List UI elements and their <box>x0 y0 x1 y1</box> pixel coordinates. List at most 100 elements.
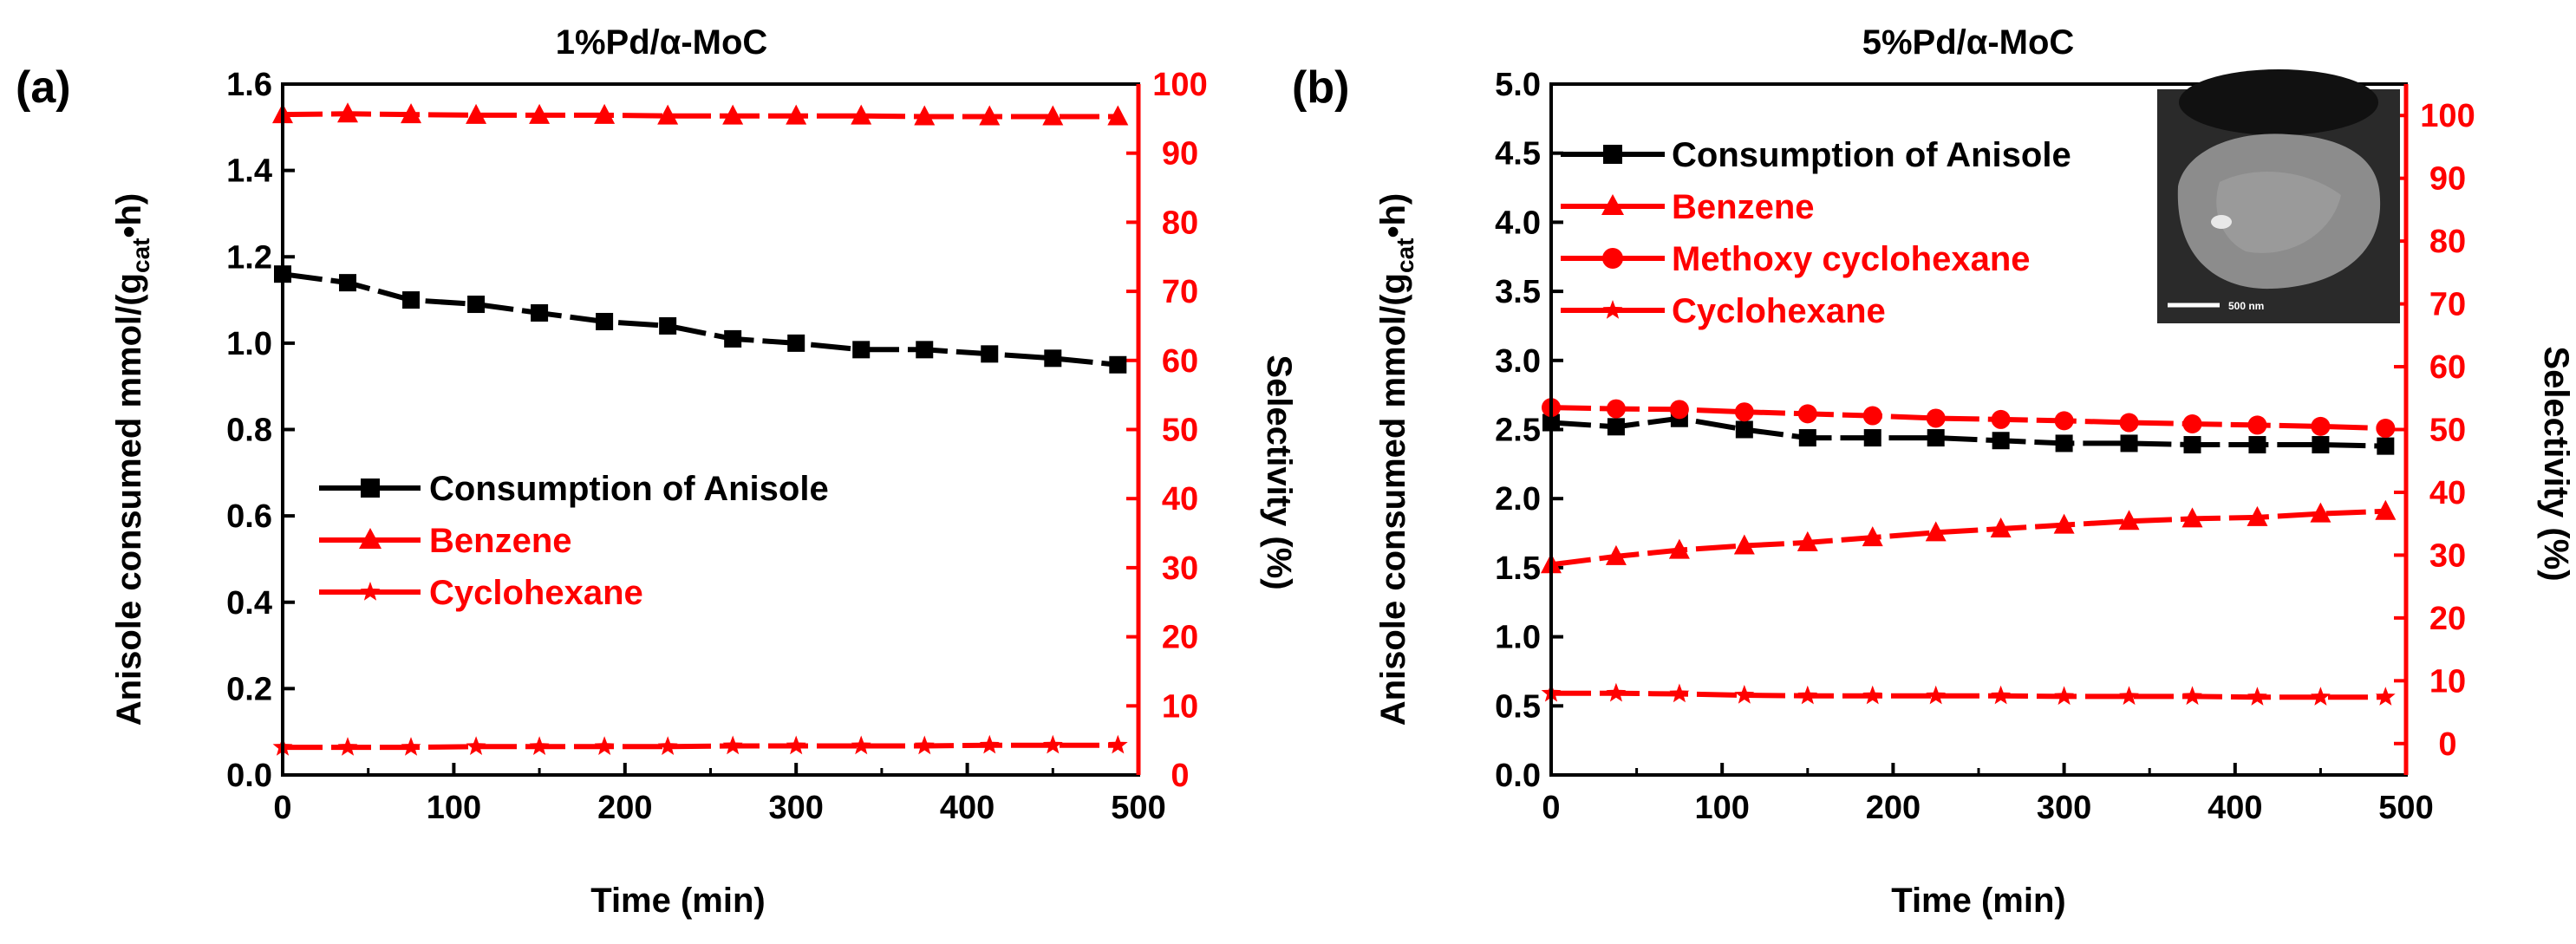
data-point-consumption-of-anisole-a <box>787 334 805 352</box>
x-tick-label-a: 500 <box>1111 790 1165 826</box>
right-axis-label-b: Selectivity (%) <box>2537 346 2575 581</box>
data-point-consumption-of-anisole-b <box>1992 432 2010 450</box>
data-point-cyclohexane-a <box>914 735 935 755</box>
x-axis-label-a: Time (min) <box>590 882 766 920</box>
x-tick-label-a: 300 <box>768 790 823 826</box>
data-point-cyclohexane-b <box>1797 685 1818 705</box>
data-point-consumption-of-anisole-b <box>2055 434 2073 452</box>
data-point-methoxy-cyclohexane-b <box>1734 402 1754 422</box>
data-point-cyclohexane-a <box>466 736 486 755</box>
legend-entry-benzene-a: Benzene <box>319 522 572 560</box>
data-point-consumption-of-anisole-b <box>1798 429 1816 447</box>
data-point-benzene-a <box>529 103 551 124</box>
series-line-consumption-of-anisole-b <box>1550 415 2386 449</box>
data-point-consumption-of-anisole-a <box>852 341 871 359</box>
panel-label-b: (b) <box>1292 62 1349 113</box>
tick-group-a: 0 100 200 300 400 5000.00.20.40.60.81.01.21.4… <box>226 67 1208 826</box>
data-point-benzene-b <box>1668 538 1690 559</box>
data-point-benzene-b <box>2247 505 2268 526</box>
data-point-methoxy-cyclohexane-b <box>1926 408 1946 428</box>
data-point-cyclohexane-b <box>2119 686 2139 706</box>
y-left-tick-label-b: 4.0 <box>1495 205 1541 241</box>
legend-label-methoxy-b: Methoxy cyclohexane <box>1672 240 2031 278</box>
y-left-tick-label-b: 1.0 <box>1495 620 1541 656</box>
data-point-methoxy-cyclohexane-b <box>1669 400 1689 420</box>
data-point-benzene-b <box>1862 526 1883 547</box>
y-left-tick-label-a: 1.4 <box>226 153 272 190</box>
y-right-tick-label-b: 90 <box>2429 161 2466 198</box>
legend-label-consumption-a: Consumption of Anisole <box>429 470 829 508</box>
data-point-consumption-of-anisole-a <box>1044 349 1062 368</box>
series-line-benzene-a <box>282 111 1118 120</box>
data-point-benzene-b <box>2053 513 2075 534</box>
data-point-consumption-of-anisole-b <box>1863 429 1881 447</box>
data-point-benzene-a <box>401 103 422 124</box>
data-point-cyclohexane-a <box>337 737 358 756</box>
data-point-benzene-a <box>979 105 1001 126</box>
x-tick-label-a: 200 <box>597 790 652 826</box>
y-left-tick-label-b: 3.0 <box>1495 343 1541 380</box>
data-point-consumption-of-anisole-a <box>1109 355 1127 374</box>
y-right-tick-label-b: 70 <box>2429 287 2466 323</box>
legend-star-shape-b <box>1602 300 1623 319</box>
data-point-consumption-of-anisole-b <box>1735 420 1753 439</box>
y-left-tick-label-b: 4.5 <box>1495 136 1541 173</box>
legend-entry-benzene-b: Benzene <box>1561 188 1815 226</box>
data-point-cyclohexane-b <box>1862 685 1883 705</box>
legend-entry-consumption-b: Consumption of Anisole <box>1561 136 2071 174</box>
data-point-methoxy-cyclohexane-b <box>1606 399 1626 419</box>
inset-dark-region <box>2179 69 2378 135</box>
chart-title-b: 5%Pd/α-MoC <box>1862 23 2075 62</box>
y-right-tick-label-b: 60 <box>2429 349 2466 386</box>
legend-label-benzene-b: Benzene <box>1672 188 1815 226</box>
legend-marker-triangle-b <box>1601 194 1624 215</box>
left-axis-label-a: Anisole consumed mmol/(gcat•h) <box>110 193 154 726</box>
y-right-tick-label-a: 30 <box>1162 550 1198 587</box>
panel-b: (b) 5%Pd/α-MoC Anisole consumed mmol/(gc… <box>1292 23 2575 920</box>
data-point-consumption-of-anisole-b <box>2377 437 2395 455</box>
data-point-consumption-of-anisole-b <box>2183 436 2201 454</box>
x-tick-label-a: 100 <box>427 790 481 826</box>
series-group-a <box>272 102 1129 756</box>
y-left-tick-label-a: 1.2 <box>226 239 272 276</box>
data-point-consumption-of-anisole-b <box>2248 436 2266 454</box>
y-right-tick-label-b: 80 <box>2429 224 2466 260</box>
data-point-cyclohexane-b <box>1926 685 1947 705</box>
x-tick-label-b: 400 <box>2208 790 2262 826</box>
data-point-consumption-of-anisole-a <box>724 329 742 348</box>
data-point-cyclohexane-a <box>529 736 550 755</box>
data-point-cyclohexane-b <box>2247 687 2267 706</box>
y-right-tick-label-b: 50 <box>2429 413 2466 449</box>
y-left-tick-label-a: 0.4 <box>226 585 272 622</box>
particle-core <box>2216 172 2341 253</box>
y-right-tick-label-b: 0 <box>2438 726 2456 763</box>
scale-bar-label: 500 nm <box>2228 300 2264 312</box>
data-point-consumption-of-anisole-a <box>531 304 549 322</box>
data-point-cyclohexane-b <box>2311 687 2331 706</box>
data-point-benzene-b <box>1990 517 2012 537</box>
x-tick-label-b: 100 <box>1694 790 1749 826</box>
series-line-methoxy-cyclohexane-b <box>1550 405 2386 432</box>
data-point-methoxy-cyclohexane-b <box>2247 415 2267 435</box>
data-point-benzene-a <box>722 104 744 125</box>
data-point-consumption-of-anisole-a <box>467 296 486 314</box>
data-point-consumption-of-anisole-a <box>916 341 934 359</box>
x-tick-label-b: 200 <box>1866 790 1921 826</box>
data-point-methoxy-cyclohexane-b <box>1797 404 1817 424</box>
x-tick-label-a: 400 <box>940 790 995 826</box>
legend-b: Consumption of Anisole Benzene Methoxy c… <box>1561 136 2071 330</box>
legend-label-cyclohexane-a: Cyclohexane <box>429 574 643 612</box>
legend-label-consumption-b: Consumption of Anisole <box>1672 136 2071 174</box>
data-point-methoxy-cyclohexane-b <box>1862 406 1882 426</box>
legend-entry-cyclohexane-a: Cyclohexane <box>319 574 643 612</box>
data-point-consumption-of-anisole-a <box>402 291 421 309</box>
y-left-tick-label-a: 0.8 <box>226 413 272 449</box>
tem-inset-image: 500 nm <box>2157 69 2400 323</box>
right-axis-label-a: Selectivity (%) <box>1260 355 1298 589</box>
data-point-cyclohexane-b <box>1991 685 2011 705</box>
data-point-benzene-b <box>2118 510 2140 531</box>
y-right-tick-label-b: 100 <box>2420 98 2475 134</box>
x-tick-label-b: 0 <box>1542 790 1560 826</box>
y-left-tick-label-b: 0.0 <box>1495 758 1541 794</box>
y-left-tick-label-a: 0.6 <box>226 498 272 535</box>
